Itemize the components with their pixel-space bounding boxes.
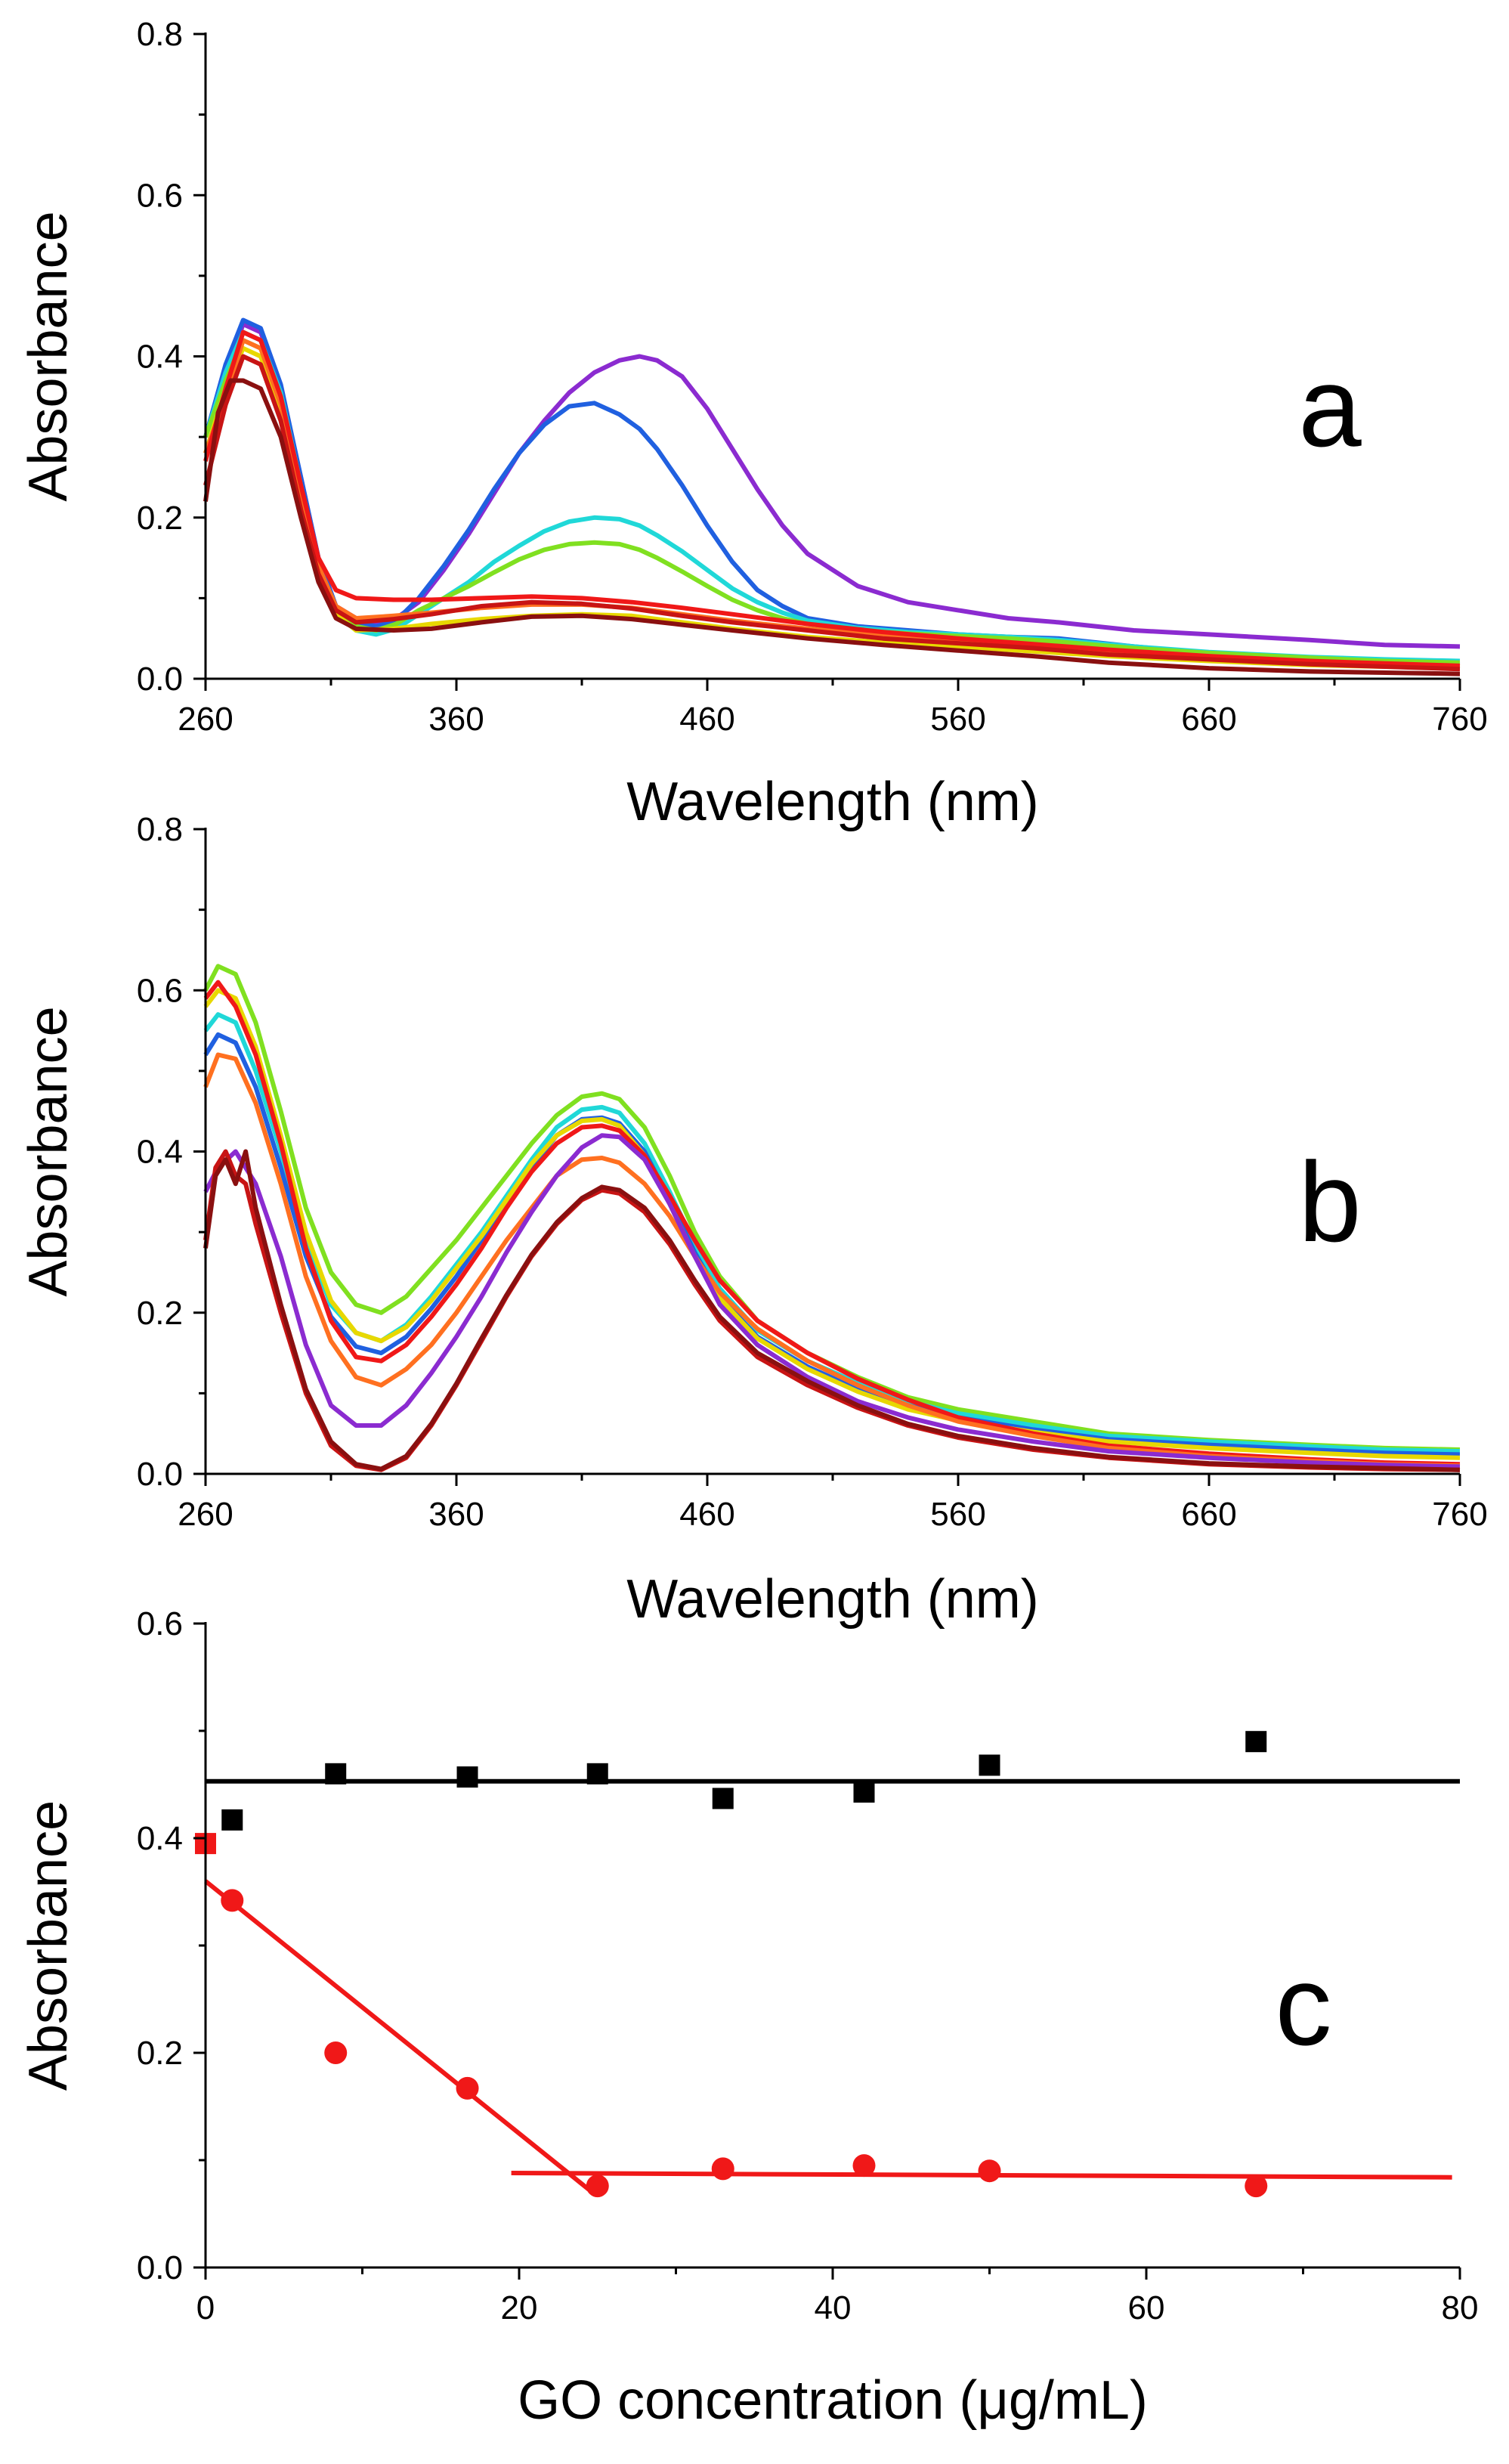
data-point-circles (711, 2157, 734, 2181)
x-tick-label: 80 (1442, 2289, 1479, 2326)
series-line-blue (203, 317, 1461, 667)
x-tick-label: 760 (1432, 1496, 1487, 1533)
data-point-squares (586, 1763, 608, 1785)
y-axis-title: Absorbance (18, 211, 79, 501)
data-point-circles (456, 2076, 479, 2100)
data-point-squares (712, 1788, 734, 1809)
data-point-squares (325, 1763, 347, 1785)
data-point-squares (979, 1754, 1000, 1776)
chart-panel-c: 0 20 40 60 80 0.0 0.2 0.4 0.6 GO concentration (μ… (18, 1605, 1478, 2431)
y-tick-label: 0.0 (137, 2249, 183, 2286)
x-tick-label: 260 (178, 1496, 233, 1533)
series-line-cyan (203, 330, 1461, 664)
data-point-squares (221, 1809, 243, 1831)
data-point-circles (324, 2041, 348, 2064)
series-line-violet (203, 1133, 1461, 1469)
x-axis-title: GO concentration (μg/mL) (518, 2370, 1148, 2431)
data-point-circles (852, 2154, 876, 2178)
panel-label: a (1298, 343, 1362, 470)
x-tick-label: 560 (930, 701, 985, 738)
y-tick-label: 0.4 (137, 1134, 183, 1171)
y-tick-label: 0.2 (137, 500, 183, 537)
x-axis-title: Wavelength (nm) (626, 772, 1039, 832)
y-tick-label: 0.8 (137, 16, 183, 53)
y-tick-label: 0.8 (137, 811, 183, 848)
y-tick-label: 0.6 (137, 1605, 183, 1642)
x-tick-label: 460 (679, 1496, 734, 1533)
data-point-circles (978, 2159, 1001, 2183)
series-line-crimson (203, 354, 1461, 672)
y-tick-label: 0.2 (137, 1295, 183, 1332)
data-point-squares (1245, 1731, 1267, 1753)
data-point-squares (456, 1766, 478, 1788)
x-tick-label: 360 (428, 701, 484, 738)
series-line-red (203, 980, 1461, 1467)
y-tick-label: 0.0 (137, 661, 183, 698)
chart-panel-a: 260 360 460 560 660 760 0.0 0.2 0.4 0.6 0.8 Wavelen… (18, 16, 1488, 832)
series-line-dark-red (203, 1149, 1461, 1472)
x-tick-label: 0 (196, 2289, 215, 2326)
data-point-squares (853, 1781, 875, 1803)
x-axis-title: Wavelength (nm) (626, 1569, 1039, 1630)
y-tick-label: 0.6 (137, 972, 183, 1009)
x-tick-label: 40 (815, 2289, 852, 2326)
y-tick-label: 0.0 (137, 1456, 183, 1493)
x-tick-label: 20 (501, 2289, 538, 2326)
series-line-crimson (203, 1149, 1461, 1472)
data-point-circles (1245, 2175, 1268, 2198)
x-tick-label: 660 (1181, 1496, 1236, 1533)
series-line-orange (203, 1052, 1461, 1469)
panel-label: b (1298, 1138, 1361, 1265)
y-tick-label: 0.6 (137, 177, 183, 214)
data-point-circles (221, 1889, 244, 1912)
x-tick-label: 560 (930, 1496, 985, 1533)
series-line-cyan (203, 1012, 1461, 1454)
x-tick-label: 260 (178, 701, 233, 738)
y-tick-label: 0.2 (137, 2035, 183, 2072)
x-tick-label: 660 (1181, 701, 1236, 738)
series-line-green (203, 964, 1461, 1452)
series-line-red (203, 330, 1461, 668)
y-axis-title: Absorbance (18, 1800, 79, 2091)
x-tick-label: 760 (1432, 701, 1487, 738)
x-tick-label: 460 (679, 701, 734, 738)
chart-panel-b: 260 360 460 560 660 760 0.0 0.2 0.4 0.6 0.8 Wavelen… (18, 811, 1488, 1630)
y-tick-label: 0.4 (137, 1820, 183, 1857)
series-line-dark-red (203, 378, 1461, 676)
fit-line-red-fit-descending (204, 1879, 592, 2193)
y-tick-label: 0.4 (137, 339, 183, 376)
data-point-circles (586, 2175, 609, 2198)
x-tick-label: 360 (428, 1496, 484, 1533)
x-tick-label: 60 (1128, 2289, 1165, 2326)
panel-label: c (1276, 1942, 1332, 2069)
y-axis-title: Absorbance (18, 1006, 79, 1296)
